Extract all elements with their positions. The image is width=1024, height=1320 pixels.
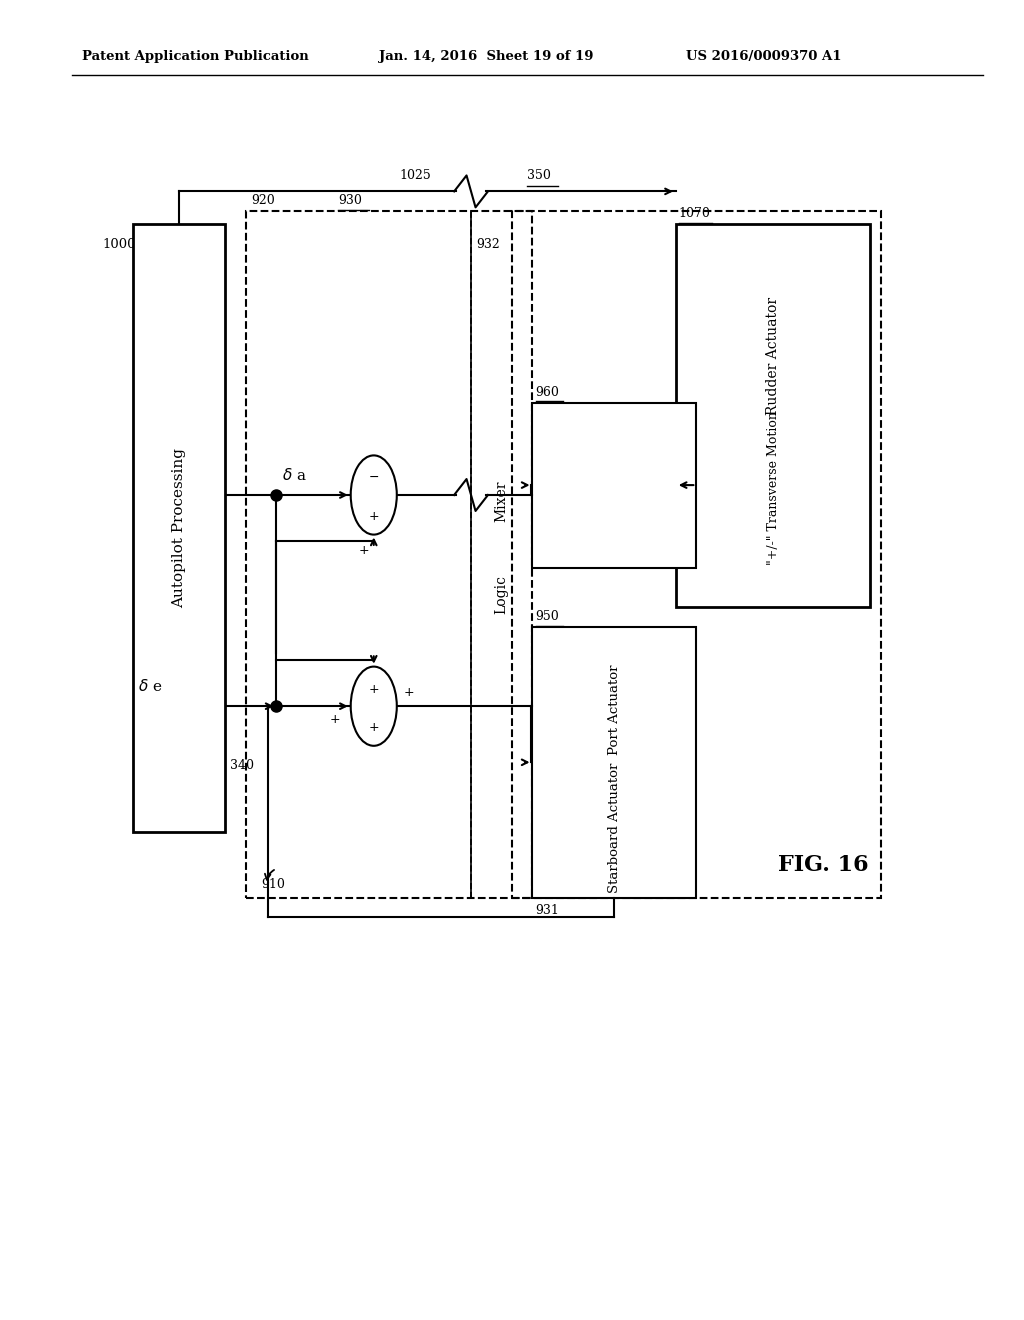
Text: 910: 910	[261, 878, 285, 891]
Text: 350: 350	[527, 169, 551, 182]
Text: 1000: 1000	[102, 238, 136, 251]
Text: Autopilot Processing: Autopilot Processing	[172, 447, 186, 609]
Text: 950: 950	[536, 610, 559, 623]
Text: $\delta$ a: $\delta$ a	[282, 467, 306, 483]
Text: 960: 960	[536, 385, 559, 399]
Text: 1025: 1025	[399, 169, 431, 182]
Bar	[676, 224, 870, 607]
Text: Mixer: Mixer	[495, 480, 509, 523]
Ellipse shape	[350, 455, 397, 535]
Text: +: +	[369, 721, 379, 734]
Text: +: +	[369, 510, 379, 523]
Text: Starboard Actuator: Starboard Actuator	[608, 763, 621, 894]
Text: Port Actuator: Port Actuator	[608, 664, 621, 755]
Text: 931: 931	[536, 904, 559, 917]
Ellipse shape	[350, 667, 397, 746]
Bar	[133, 224, 225, 832]
Text: +: +	[330, 713, 341, 726]
Text: Jan. 14, 2016  Sheet 19 of 19: Jan. 14, 2016 Sheet 19 of 19	[379, 50, 593, 63]
Bar	[532, 403, 696, 568]
Text: 920: 920	[251, 194, 274, 207]
Text: −: −	[369, 471, 379, 484]
Text: FIG. 16: FIG. 16	[778, 854, 869, 875]
Bar	[512, 211, 881, 898]
Text: Patent Application Publication: Patent Application Publication	[82, 50, 308, 63]
Text: +: +	[358, 544, 369, 557]
Text: 930: 930	[338, 194, 361, 207]
Text: $\delta$ e: $\delta$ e	[138, 678, 163, 694]
Text: "+/-" Transverse Motion: "+/-" Transverse Motion	[767, 412, 779, 565]
Text: +: +	[403, 686, 415, 700]
Text: Logic: Logic	[495, 574, 509, 614]
Bar	[532, 627, 696, 898]
Text: US 2016/0009370 A1: US 2016/0009370 A1	[686, 50, 842, 63]
Text: 932: 932	[476, 238, 500, 251]
Text: +: +	[369, 682, 379, 696]
Text: Rudder Actuator: Rudder Actuator	[766, 297, 780, 416]
Text: 1070: 1070	[679, 207, 711, 220]
Bar	[246, 211, 532, 898]
Text: 340: 340	[230, 759, 254, 772]
